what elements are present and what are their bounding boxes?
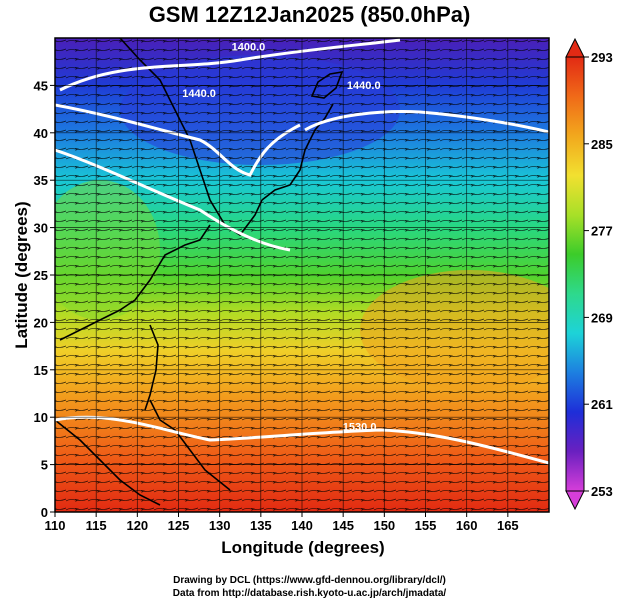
colorbar-top-arrow xyxy=(565,37,585,58)
chart-title: GSM 12Z12Jan2025 (850.0hPa) xyxy=(148,2,471,27)
x-tick-label: 140 xyxy=(291,518,313,533)
contour-1440-west xyxy=(55,103,301,177)
y-axis-label: Latitude (degrees) xyxy=(12,201,31,349)
x-tick-label: 165 xyxy=(497,518,519,533)
contour-1440-east xyxy=(304,110,549,134)
colorbar-tick-label: 269 xyxy=(591,310,613,325)
contours xyxy=(55,38,549,465)
x-tick-label: 110 xyxy=(45,518,66,533)
colorbar-tick-label: 277 xyxy=(591,224,613,239)
contour-label: 1530.0 xyxy=(343,421,377,433)
colorbar-ticks: 293 285 277 269 261 253 xyxy=(584,50,613,499)
y-axis-ticks: 0 5 10 15 20 25 30 35 40 45 xyxy=(34,78,55,520)
contour-1530 xyxy=(55,415,549,465)
y-tick-label: 35 xyxy=(34,173,48,188)
x-tick-label: 150 xyxy=(373,518,395,533)
y-tick-label: 15 xyxy=(34,363,48,378)
y-tick-label: 10 xyxy=(34,410,48,425)
colorbar-tick-label: 253 xyxy=(591,484,613,499)
colorbar-body xyxy=(565,56,585,492)
contour-label: 1440.0 xyxy=(182,88,216,100)
y-tick-label: 40 xyxy=(34,126,48,141)
contour-label: 1400.0 xyxy=(232,41,266,53)
x-tick-label: 145 xyxy=(332,518,354,533)
colorbar-tick-label: 293 xyxy=(591,50,613,65)
x-tick-label: 155 xyxy=(415,518,437,533)
grid xyxy=(55,38,549,512)
contour-1400 xyxy=(59,38,401,92)
x-tick-label: 120 xyxy=(126,518,148,533)
y-tick-label: 45 xyxy=(34,78,48,93)
y-tick-label: 20 xyxy=(34,315,48,330)
x-axis-label: Longitude (degrees) xyxy=(221,538,385,557)
contour-label: 1440.0 xyxy=(347,80,381,92)
colorbar: 293 285 277 269 261 253 xyxy=(565,37,613,511)
x-tick-label: 115 xyxy=(86,518,107,533)
plot-area: 1400.0 1440.0 1440.0 1530.0 xyxy=(55,38,549,512)
colorbar-bottom-arrow xyxy=(565,490,585,511)
colorbar-tick-label: 285 xyxy=(591,137,613,152)
credit-drawing: Drawing by DCL (https://www.gfd-dennou.o… xyxy=(173,575,446,586)
x-tick-label: 135 xyxy=(250,518,272,533)
y-tick-label: 0 xyxy=(41,505,48,520)
x-tick-label: 125 xyxy=(168,518,190,533)
colorbar-tick-label: 261 xyxy=(591,397,613,412)
contour-1440-low xyxy=(55,148,291,252)
y-tick-label: 25 xyxy=(34,268,48,283)
y-tick-label: 30 xyxy=(34,221,48,236)
credit-data: Data from http://database.rish.kyoto-u.a… xyxy=(172,588,447,599)
coastlines xyxy=(55,38,344,506)
x-tick-label: 130 xyxy=(209,518,231,533)
x-tick-label: 160 xyxy=(456,518,478,533)
y-tick-label: 5 xyxy=(41,458,48,473)
contour-labels: 1400.0 1440.0 1440.0 1530.0 xyxy=(182,41,380,433)
x-axis-ticks: 110 115 120 125 130 135 140 145 150 155 160 165 xyxy=(45,512,519,533)
